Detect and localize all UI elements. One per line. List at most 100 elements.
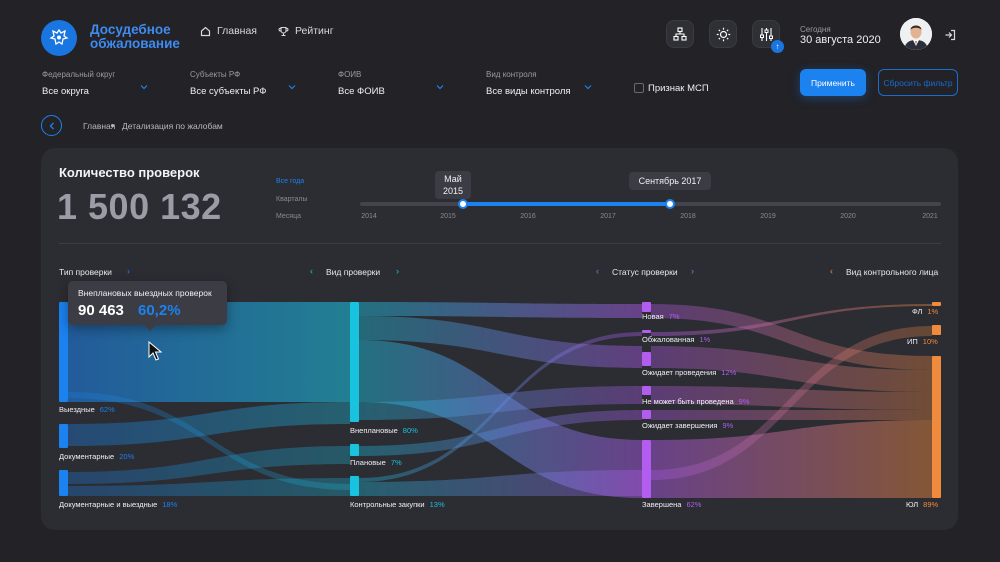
sankey-link[interactable]: [651, 420, 932, 498]
breadcrumb-home[interactable]: Главная: [83, 121, 116, 131]
logout-button[interactable]: [944, 28, 956, 46]
range-end-tooltip: Сентябрь 2017: [629, 172, 711, 190]
timeline-year[interactable]: 2021: [922, 213, 938, 220]
filter-label: Субъекты РФ: [190, 70, 241, 79]
node-percent: 10%: [922, 337, 938, 346]
trophy-icon: [278, 26, 289, 36]
range-start-month: Май: [444, 174, 462, 184]
sankey-node-fl[interactable]: [932, 302, 941, 306]
chevron-left-icon[interactable]: ‹: [596, 266, 599, 276]
sankey-link[interactable]: [651, 410, 932, 420]
sankey-node-zavershena[interactable]: [642, 440, 651, 498]
node-percent: 20%: [119, 452, 135, 461]
timeline-year[interactable]: 2014: [361, 213, 377, 220]
sankey-link[interactable]: [651, 326, 932, 480]
sankey-node-yul[interactable]: [932, 356, 941, 498]
chevron-right-icon[interactable]: ›: [396, 266, 399, 276]
sankey-link[interactable]: [359, 332, 642, 482]
structure-button[interactable]: [666, 20, 694, 48]
sankey-node-planovye[interactable]: [350, 444, 359, 456]
timeline-year[interactable]: 2020: [840, 213, 856, 220]
sankey-node-vneplanovye[interactable]: [350, 302, 359, 422]
timeline-year[interactable]: 2015: [440, 213, 456, 220]
chevron-left-icon[interactable]: ‹: [830, 266, 833, 276]
timeline-year[interactable]: 2016: [520, 213, 536, 220]
sankey-link[interactable]: [68, 392, 350, 490]
timeline-start-handle[interactable]: [458, 199, 468, 209]
sankey-link[interactable]: [359, 386, 642, 420]
settings-button[interactable]: ↑: [752, 20, 784, 53]
sankey-node-dokumentarnye[interactable]: [59, 424, 68, 448]
period-all-years[interactable]: Все года: [276, 178, 305, 185]
nav-rating-label: Рейтинг: [295, 25, 334, 37]
reset-filter-button[interactable]: Сбросить фильтр: [878, 69, 958, 96]
filter-value: Все ФОИВ: [338, 86, 385, 97]
sankey-link[interactable]: [359, 340, 642, 498]
node-label: Обжалованная 1%: [642, 335, 710, 344]
timeline-selection[interactable]: [463, 202, 670, 206]
msp-checkbox[interactable]: [634, 83, 644, 93]
logo-emblem[interactable]: [41, 20, 77, 56]
node-percent: 18%: [162, 500, 178, 509]
sankey-link[interactable]: [359, 316, 642, 368]
timeline-year[interactable]: 2018: [680, 213, 696, 220]
back-button[interactable]: [41, 115, 62, 136]
period-months[interactable]: Месяца: [276, 213, 301, 220]
node-percent: 7%: [390, 458, 402, 467]
sankey-link[interactable]: [359, 410, 642, 456]
eagle-emblem-icon: [49, 28, 69, 46]
filter-federal-district[interactable]: Федеральный округ Все округа: [42, 70, 150, 97]
sankey-node-vyezdnye[interactable]: [59, 302, 68, 402]
avatar[interactable]: [900, 18, 932, 50]
node-label: Плановые 7%: [350, 458, 402, 467]
apply-button[interactable]: Применить: [800, 69, 866, 96]
timeline-year[interactable]: 2017: [600, 213, 616, 220]
nav-home[interactable]: Главная: [200, 25, 257, 37]
sankey-node-ip[interactable]: [932, 325, 941, 335]
node-percent: 1%: [699, 335, 711, 344]
sankey-link[interactable]: [68, 302, 350, 402]
nav-rating[interactable]: Рейтинг: [278, 25, 334, 37]
sankey-node-ozhidaet-provedeniya[interactable]: [642, 352, 651, 366]
filter-control-type[interactable]: Вид контроля Все виды контроля: [486, 70, 592, 97]
sankey-link[interactable]: [651, 304, 932, 370]
sankey-link[interactable]: [68, 478, 350, 496]
today-label: Сегодня: [800, 25, 831, 34]
filter-value: Все округа: [42, 86, 89, 97]
node-name: Плановые: [350, 458, 386, 467]
sankey-node-obzhalovannaya[interactable]: [642, 330, 651, 333]
range-start-year: 2015: [442, 186, 464, 196]
node-percent: 9%: [738, 397, 750, 406]
node-percent: 12%: [721, 368, 737, 377]
filter-region[interactable]: Субъекты РФ Все субъекты РФ: [190, 70, 296, 97]
sankey-link[interactable]: [68, 446, 350, 484]
node-percent: 89%: [923, 500, 939, 509]
timeline-end-handle[interactable]: [665, 199, 675, 209]
sankey-link[interactable]: [651, 304, 932, 336]
timeline-year[interactable]: 2019: [760, 213, 776, 220]
chevron-right-icon[interactable]: ›: [127, 266, 130, 276]
chevron-right-icon[interactable]: ›: [691, 266, 694, 276]
filter-value: Все виды контроля: [486, 86, 571, 97]
filter-foiv[interactable]: ФОИВ Все ФОИВ: [338, 70, 444, 97]
app-title[interactable]: Досудебное обжалование: [90, 22, 180, 51]
node-label: Внеплановые 80%: [350, 426, 418, 435]
node-percent: 13%: [429, 500, 445, 509]
sankey-link[interactable]: [359, 470, 642, 496]
sankey-link[interactable]: [651, 346, 932, 392]
sankey-link[interactable]: [359, 302, 642, 318]
sankey-node-ozhidaet-zaversheniya[interactable]: [642, 410, 651, 419]
sankey-node-kontrolnye-zakupki[interactable]: [350, 476, 359, 496]
sankey-link[interactable]: [68, 402, 350, 446]
sankey-node-novaya[interactable]: [642, 302, 651, 312]
tooltip-percent: 60,2%: [138, 302, 181, 319]
tooltip-tail: [144, 325, 156, 331]
sankey-node-dokumentarnye-i-vyezdnye[interactable]: [59, 470, 68, 496]
chevron-left-icon[interactable]: ‹: [310, 266, 313, 276]
mouse-cursor-icon: [148, 341, 162, 361]
sankey-node-ne-mozhet[interactable]: [642, 386, 651, 395]
card-title: Количество проверок: [59, 165, 200, 180]
period-quarters[interactable]: Кварталы: [276, 196, 308, 203]
theme-toggle-button[interactable]: [709, 20, 737, 48]
node-label: Контрольные закупки 13%: [350, 500, 445, 509]
